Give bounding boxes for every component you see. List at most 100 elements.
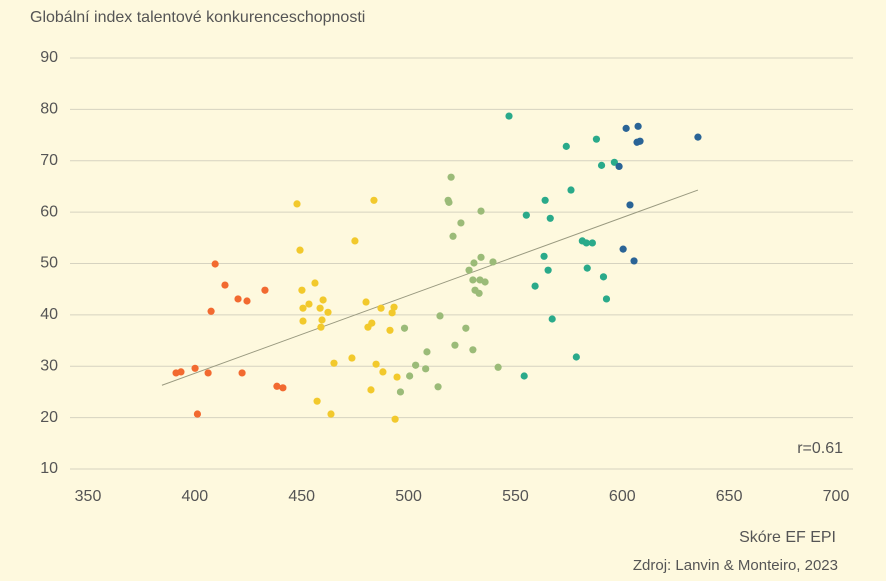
point bbox=[377, 304, 385, 312]
point bbox=[238, 369, 246, 377]
point bbox=[368, 319, 376, 327]
point bbox=[531, 282, 539, 290]
point bbox=[372, 360, 380, 368]
point bbox=[477, 253, 485, 261]
point bbox=[367, 386, 375, 394]
point bbox=[305, 300, 313, 308]
y-tick-label: 20 bbox=[40, 409, 58, 426]
point bbox=[469, 276, 477, 284]
point bbox=[327, 410, 335, 418]
point bbox=[221, 281, 229, 289]
y-tick-label: 80 bbox=[40, 101, 58, 118]
point bbox=[396, 388, 405, 396]
point bbox=[279, 384, 287, 392]
x-tick-label: 700 bbox=[823, 488, 850, 505]
point bbox=[379, 368, 387, 376]
point bbox=[599, 273, 608, 281]
chart-title: Globální index talentové konkurenceschop… bbox=[30, 9, 365, 26]
point bbox=[330, 359, 338, 367]
point bbox=[293, 200, 301, 208]
point bbox=[348, 354, 356, 362]
point bbox=[211, 260, 219, 268]
point bbox=[602, 295, 611, 303]
x-axis-label: Skóre EF EPI bbox=[739, 529, 836, 546]
point bbox=[505, 112, 513, 120]
point bbox=[582, 239, 590, 247]
point bbox=[296, 246, 304, 254]
point bbox=[391, 415, 399, 423]
point bbox=[572, 353, 580, 361]
y-tick-label: 60 bbox=[40, 203, 58, 220]
point bbox=[243, 297, 251, 305]
point bbox=[434, 383, 442, 391]
point bbox=[588, 239, 596, 247]
point bbox=[481, 278, 489, 286]
point bbox=[541, 196, 549, 204]
point bbox=[619, 245, 627, 253]
trend-line bbox=[161, 189, 699, 386]
point bbox=[362, 298, 370, 306]
point bbox=[261, 286, 269, 294]
x-tick-label: 550 bbox=[502, 488, 529, 505]
point bbox=[462, 324, 470, 332]
point bbox=[299, 304, 307, 312]
point bbox=[540, 252, 548, 260]
point bbox=[422, 365, 430, 373]
point bbox=[386, 326, 394, 334]
point bbox=[423, 348, 431, 356]
point bbox=[390, 303, 398, 311]
point bbox=[457, 219, 465, 227]
point bbox=[610, 158, 618, 166]
point bbox=[406, 372, 414, 380]
point bbox=[436, 312, 444, 320]
point bbox=[370, 196, 378, 204]
point bbox=[630, 257, 638, 265]
y-tick-label: 10 bbox=[40, 460, 58, 477]
point bbox=[207, 307, 215, 315]
annotation: r=0.61 bbox=[797, 440, 843, 457]
point bbox=[544, 266, 552, 274]
x-tick-label: 400 bbox=[182, 488, 209, 505]
point bbox=[318, 316, 326, 324]
point bbox=[351, 237, 359, 245]
point bbox=[204, 369, 212, 377]
point bbox=[489, 258, 497, 266]
point bbox=[470, 259, 478, 267]
point bbox=[324, 308, 332, 316]
point bbox=[546, 214, 554, 222]
point bbox=[622, 124, 630, 132]
point bbox=[583, 264, 591, 272]
point bbox=[193, 410, 202, 418]
point bbox=[319, 296, 327, 304]
x-tick-label: 650 bbox=[716, 488, 743, 505]
point bbox=[475, 289, 483, 297]
y-tick-label: 90 bbox=[40, 49, 58, 66]
point bbox=[298, 286, 306, 294]
point bbox=[191, 364, 199, 372]
point bbox=[548, 315, 556, 323]
point bbox=[447, 173, 455, 181]
point bbox=[694, 133, 702, 141]
point bbox=[562, 142, 570, 150]
x-tick-label: 500 bbox=[395, 488, 422, 505]
point bbox=[522, 211, 530, 219]
point bbox=[273, 382, 281, 390]
point bbox=[388, 309, 396, 317]
point bbox=[636, 137, 644, 145]
point bbox=[400, 324, 409, 332]
point bbox=[317, 323, 325, 331]
point bbox=[393, 373, 401, 381]
x-tick-label: 600 bbox=[609, 488, 636, 505]
point bbox=[316, 304, 324, 312]
point bbox=[477, 207, 485, 215]
y-tick-label: 30 bbox=[40, 357, 58, 374]
y-tick-label: 40 bbox=[40, 306, 58, 323]
point bbox=[311, 279, 319, 287]
point bbox=[626, 201, 634, 209]
y-tick-label: 70 bbox=[40, 152, 58, 169]
x-tick-label: 350 bbox=[75, 488, 102, 505]
point bbox=[567, 186, 575, 194]
point bbox=[469, 346, 477, 354]
